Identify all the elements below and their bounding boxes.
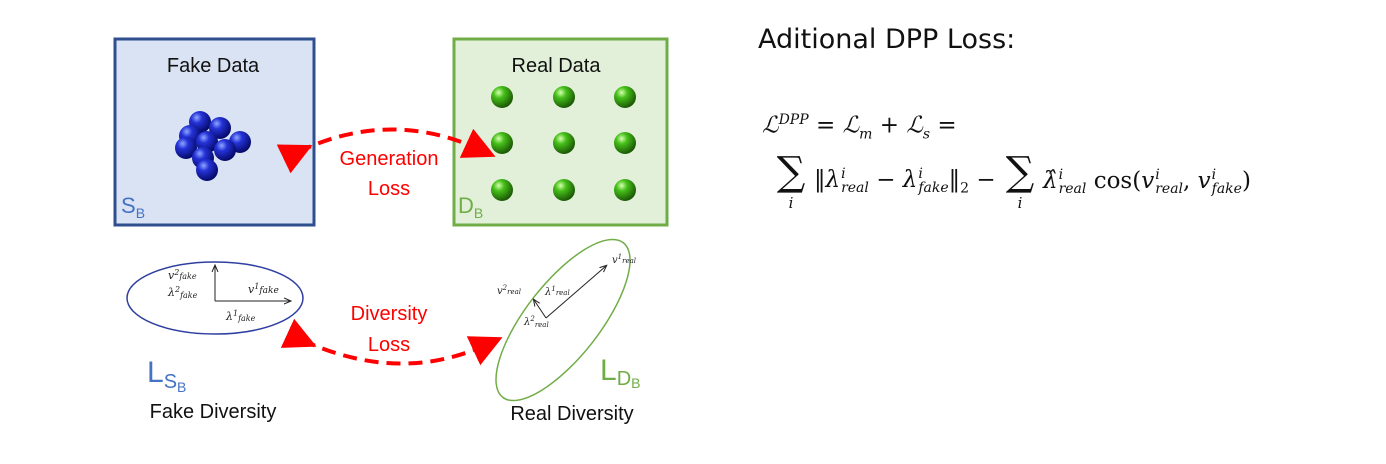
real-diversity-ellipse: [495, 238, 631, 402]
generation-loss-label-2: Loss: [368, 178, 410, 200]
ls-subscript: s: [922, 126, 931, 143]
real-v1-arrow: [545, 266, 606, 319]
diversity-loss-label-1: Diversity: [351, 303, 428, 325]
dpp-diagram: Fake Data SB Real Data DB Generation Los…: [113, 37, 669, 425]
equals-1: =: [815, 112, 836, 139]
cos-term: λ̂ i real cos(v i real, v i fake): [1043, 167, 1251, 197]
real-data-grid: [491, 86, 636, 201]
generation-loss-arrow: [276, 127, 496, 174]
fake-diversity-ellipse: [126, 261, 304, 335]
sum-operator-2: ∑ i: [1005, 149, 1035, 212]
fake-v2-label: v2fake: [168, 268, 197, 282]
formula-line-2: ∑ i ‖λ i real − λ i fake ‖2 − ∑ i λ̂ i real cos…: [774, 152, 1251, 212]
real-data-title: Real Data: [512, 55, 602, 77]
diversity-loss-label-2: Loss: [368, 334, 410, 356]
diversity-loss-arrow: [280, 318, 503, 366]
plus: +: [879, 112, 900, 139]
real-v2-arrow: [534, 300, 547, 319]
fake-data-cluster: [175, 111, 251, 181]
real-v1-label: v1real: [612, 253, 636, 266]
real-diversity-symbol: LDB: [600, 354, 640, 391]
fake-data-title: Fake Data: [167, 55, 260, 77]
fake-box-corner-label: SB: [121, 193, 145, 221]
real-box-corner-label: DB: [458, 193, 483, 221]
real-l2-label: λ2real: [523, 315, 549, 329]
fake-l2-label: λ2fake: [167, 285, 198, 300]
dpp-loss-heading: Aditional DPP Loss:: [758, 24, 1016, 55]
real-v2-label: v2real: [497, 284, 521, 297]
lhs-symbol: ℒ: [762, 112, 779, 139]
equals-2: =: [937, 112, 957, 139]
sum-operator-1: ∑ i: [776, 149, 806, 212]
real-diversity-caption: Real Diversity: [510, 403, 633, 425]
norm-term: ‖λ i real − λ i fake ‖2 −: [814, 166, 996, 197]
formula-line-1: ℒDPP = ℒm + ℒs =: [762, 112, 957, 142]
fake-diversity-symbol: LSB: [147, 356, 186, 395]
ls-symbol: ℒ: [906, 112, 923, 139]
fake-diversity-caption: Fake Diversity: [150, 401, 277, 423]
real-l1-label: λ1real: [544, 285, 570, 298]
lhs-superscript: DPP: [778, 112, 809, 128]
fake-v1-label: v1fake: [248, 282, 279, 296]
generation-loss-label-1: Generation: [340, 148, 439, 170]
fake-l1-label: λ1fake: [225, 309, 256, 323]
lm-symbol: ℒ: [842, 112, 860, 139]
lm-subscript: m: [859, 126, 873, 143]
